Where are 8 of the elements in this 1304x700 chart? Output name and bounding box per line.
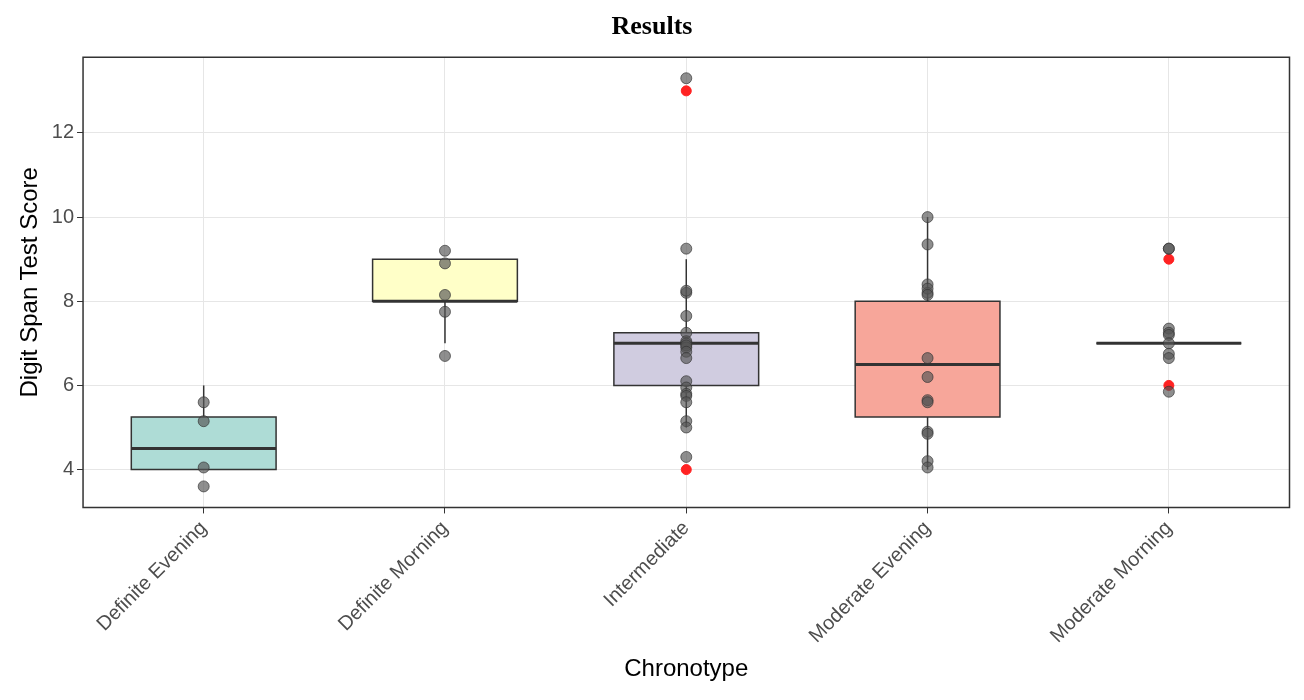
y-tick-label: 6 [62,372,75,395]
y-tick-label: 10 [51,204,75,227]
x-axis-title: Chronotype [624,654,749,682]
y-tick-label: 12 [51,120,75,143]
chart-title: Results [611,11,693,41]
y-tick-label: 4 [62,457,75,480]
y-axis-title: Digit Span Test Score [15,167,43,398]
y-tick-label: 8 [62,288,75,311]
